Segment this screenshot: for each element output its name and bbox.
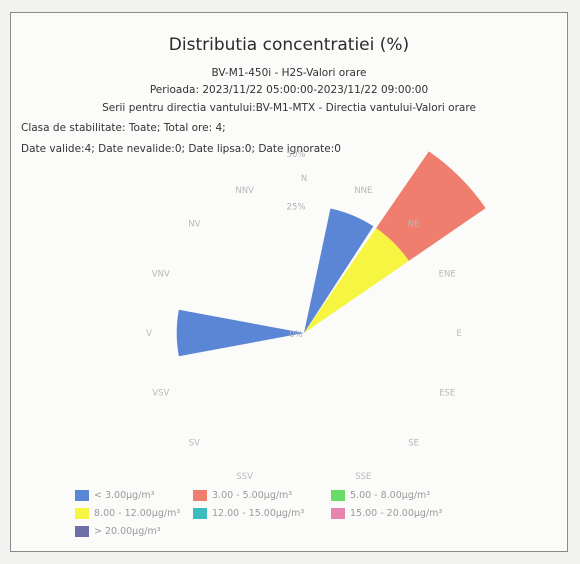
chart-title: Distributia concentratiei (%) — [168, 35, 410, 55]
legend-label: 5.00 - 8.00µg/m³ — [350, 490, 431, 501]
legend-label: 8.00 - 12.00µg/m³ — [94, 508, 181, 519]
radial-tick-0: 0% — [289, 330, 303, 340]
legend-swatch — [193, 490, 207, 501]
legend-swatch — [75, 490, 89, 501]
wind-series-line: Serii pentru directia vantului:BV-M1-MTX… — [102, 102, 476, 114]
direction-label-ssv: SSV — [236, 472, 253, 482]
legend-item: 8.00 - 12.00µg/m³ — [75, 508, 180, 519]
direction-label-nne: NNE — [354, 186, 372, 196]
legend-item: > 20.00µg/m³ — [75, 526, 161, 537]
petal-ne-1 — [376, 151, 486, 261]
direction-label-ne: NE — [408, 219, 420, 229]
legend-swatch — [331, 490, 345, 501]
chart-panel: Distributia concentratiei (%) BV-M1-450i… — [10, 12, 568, 552]
radial-tick-25: 25% — [287, 203, 306, 213]
direction-label-n: N — [301, 174, 307, 184]
direction-label-vnv: VNV — [152, 270, 170, 280]
rose-petals — [176, 151, 486, 357]
legend-label: < 3.00µg/m³ — [94, 490, 155, 501]
direction-label-e: E — [456, 329, 461, 339]
legend-item: 3.00 - 5.00µg/m³ — [193, 490, 292, 501]
legend-item: 5.00 - 8.00µg/m³ — [331, 490, 430, 501]
station-line: BV-M1-450i - H2S-Valori orare — [211, 67, 367, 79]
legend-item: < 3.00µg/m³ — [75, 490, 154, 501]
legend-item: 12.00 - 15.00µg/m³ — [193, 508, 304, 519]
legend-swatch — [331, 508, 345, 519]
direction-label-sv: SV — [189, 439, 200, 449]
legend-swatch — [75, 526, 89, 537]
legend-label: 3.00 - 5.00µg/m³ — [212, 490, 293, 501]
direction-label-sse: SSE — [355, 472, 371, 482]
data-validity-line: Date valide:4; Date nevalide:0; Date lip… — [21, 143, 341, 155]
legend-label: 12.00 - 15.00µg/m³ — [212, 508, 305, 519]
legend-label: 15.00 - 20.00µg/m³ — [350, 508, 443, 519]
direction-label-vsv: VSV — [152, 388, 169, 398]
radial-tick-labels: 0% 25% 50% — [287, 150, 306, 340]
legend-item: 15.00 - 20.00µg/m³ — [331, 508, 442, 519]
legend-label: > 20.00µg/m³ — [94, 526, 161, 537]
legend-swatch — [193, 508, 207, 519]
direction-label-ese: ESE — [439, 388, 455, 398]
wind-rose-chart: NNNENEENEEESESESSESSSVSVVSVVVNVNVNNV 0%2… — [146, 150, 486, 482]
legend-swatch — [75, 508, 89, 519]
petal-nne-0 — [304, 208, 374, 333]
direction-label-ene: ENE — [439, 270, 456, 280]
petal-ne-3 — [304, 228, 409, 333]
direction-labels: NNNENEENEEESESESSESSSVSVVSVVVNVNVNNV — [146, 174, 462, 482]
direction-label-v: V — [146, 329, 152, 339]
direction-label-nnv: NNV — [235, 186, 254, 196]
direction-label-nv: NV — [188, 219, 200, 229]
petal-v-0 — [176, 309, 304, 357]
period-line: Perioada: 2023/11/22 05:00:00-2023/11/22… — [149, 84, 429, 96]
direction-label-se: SE — [408, 439, 419, 449]
radial-tick-50: 50% — [287, 150, 306, 160]
stability-line: Clasa de stabilitate: Toate; Total ore: … — [21, 122, 226, 134]
